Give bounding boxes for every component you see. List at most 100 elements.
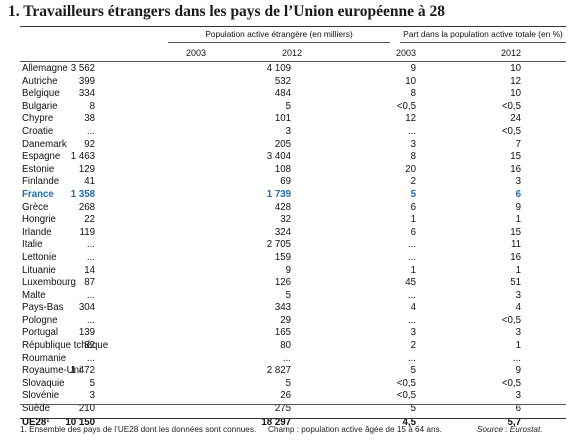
table-row: Croatie... 3... <0,5 bbox=[0, 126, 583, 139]
cell-pop-2012: 5 bbox=[285, 100, 291, 112]
year-header-share-2012: 2012 bbox=[500, 48, 522, 58]
cell-pop-2012: 159 bbox=[274, 251, 291, 263]
row-country: Hongrie bbox=[22, 214, 56, 226]
cell-share-2012: 3 bbox=[515, 390, 521, 402]
cell-share-2012: ... bbox=[512, 352, 521, 364]
cell-share-2012: 7 bbox=[515, 138, 521, 150]
header-group-population-underline bbox=[168, 42, 390, 43]
table-row: Irlande 119 324 6 15 bbox=[0, 227, 583, 240]
header-group-share-underline bbox=[400, 42, 566, 43]
table-row: Royaume-Uni 1 472 2 827 5 9 bbox=[0, 365, 583, 378]
cell-pop-2012: 205 bbox=[274, 138, 291, 150]
table-row: Belgique 334 484 8 10 bbox=[0, 88, 583, 101]
cell-pop-2012: 80 bbox=[280, 340, 291, 352]
row-country: Lituanie bbox=[22, 264, 56, 276]
table-row: Pologne... 29... <0,5 bbox=[0, 315, 583, 328]
cell-share-2003: 10 bbox=[405, 75, 416, 87]
cell-share-2012: <0,5 bbox=[501, 100, 521, 112]
row-country: France bbox=[22, 188, 54, 200]
cell-share-2003: 8 bbox=[410, 88, 416, 100]
cell-share-2012: 1 bbox=[515, 264, 521, 276]
row-country: Royaume-Uni bbox=[22, 365, 82, 377]
cell-pop-2012: 32 bbox=[280, 214, 291, 226]
footnote-1: 1. Ensemble des pays de l’UE28 dont les … bbox=[20, 425, 257, 434]
footnote-source: Source : Eurostat. bbox=[477, 425, 543, 434]
cell-share-2012: 12 bbox=[510, 75, 521, 87]
cell-pop-2003: 22 bbox=[84, 214, 95, 226]
table-row: Chypre 38 101 12 24 bbox=[0, 113, 583, 126]
cell-share-2003: ... bbox=[407, 289, 416, 301]
cell-share-2003: 3 bbox=[410, 138, 416, 150]
table-row: Bulgarie 8 5 <0,5 <0,5 bbox=[0, 101, 583, 114]
cell-pop-2012: 5 bbox=[285, 377, 291, 389]
cell-pop-2003: 1 463 bbox=[70, 151, 95, 163]
cell-pop-2012: 126 bbox=[274, 277, 291, 289]
cell-share-2003: 1 bbox=[410, 214, 416, 226]
cell-share-2003: 5 bbox=[410, 365, 416, 377]
cell-pop-2012: 165 bbox=[274, 327, 291, 339]
cell-pop-2003: ... bbox=[86, 251, 95, 263]
cell-pop-2012: 18 297 bbox=[261, 416, 291, 428]
row-country: Irlande bbox=[22, 226, 52, 238]
row-country: Croatie bbox=[22, 125, 54, 137]
top-rule bbox=[20, 26, 566, 27]
bottom-rule bbox=[20, 418, 566, 419]
cell-pop-2003: 10 150 bbox=[65, 416, 95, 428]
table-row: France 1 358 1 739 5 6 bbox=[0, 189, 583, 202]
row-country: Autriche bbox=[22, 75, 58, 87]
cell-pop-2012: 2 705 bbox=[266, 239, 291, 251]
table-title: 1. Travailleurs étrangers dans les pays … bbox=[8, 3, 446, 20]
cell-share-2012: 16 bbox=[510, 163, 521, 175]
row-country: Slovaquie bbox=[22, 377, 65, 389]
cell-pop-2003: ... bbox=[86, 289, 95, 301]
cell-share-2003: 3 bbox=[410, 327, 416, 339]
cell-pop-2003: 5 bbox=[89, 377, 95, 389]
cell-pop-2003: 3 562 bbox=[70, 63, 95, 74]
cell-share-2012: 4 bbox=[515, 302, 521, 314]
row-country: Luxembourg bbox=[22, 277, 76, 289]
table-row: Portugal 139 165 3 3 bbox=[0, 327, 583, 340]
row-country: République tchèque bbox=[22, 340, 109, 352]
row-country: Finlande bbox=[22, 176, 60, 188]
cell-share-2003: 4 bbox=[410, 302, 416, 314]
row-country: Bulgarie bbox=[22, 100, 58, 112]
cell-pop-2003: ... bbox=[86, 125, 95, 137]
cell-share-2003: ... bbox=[407, 251, 416, 263]
table-row: Pays-Bas 304 343 4 4 bbox=[0, 302, 583, 315]
cell-share-2012: <0,5 bbox=[501, 377, 521, 389]
cell-pop-2003: 139 bbox=[78, 327, 95, 339]
table-row: Danemark 92 205 3 7 bbox=[0, 139, 583, 152]
cell-share-2003: 4,5 bbox=[402, 416, 416, 428]
cell-pop-2003: 119 bbox=[79, 226, 95, 238]
row-country: Belgique bbox=[22, 88, 60, 100]
cell-share-2012: 15 bbox=[510, 151, 521, 163]
table-row: Lituanie 14 9 1 1 bbox=[0, 265, 583, 278]
cell-share-2003: ... bbox=[407, 125, 416, 137]
cell-pop-2012: 275 bbox=[274, 403, 291, 415]
table-row: Luxembourg 87 126 45 51 bbox=[0, 277, 583, 290]
cell-pop-2003: 3 bbox=[89, 390, 95, 402]
cell-share-2003: ... bbox=[407, 314, 416, 326]
cell-share-2003: ... bbox=[407, 352, 416, 364]
cell-share-2012: 5,7 bbox=[507, 416, 521, 428]
row-country: Chypre bbox=[22, 113, 54, 125]
cell-share-2012: 24 bbox=[510, 113, 521, 125]
cell-pop-2003: 14 bbox=[84, 264, 95, 276]
cell-share-2012: 6 bbox=[515, 188, 521, 200]
table-row: Allemagne 3 562 4 109 9 10 bbox=[0, 63, 583, 76]
row-country: Portugal bbox=[22, 327, 59, 339]
header-rule bbox=[20, 61, 566, 62]
table-row: Lettonie... 159... 16 bbox=[0, 252, 583, 265]
cell-pop-2012: 5 bbox=[285, 289, 291, 301]
cell-pop-2003: 210 bbox=[78, 403, 95, 415]
cell-pop-2012: 2 827 bbox=[266, 365, 291, 377]
cell-pop-2003: ... bbox=[86, 314, 95, 326]
row-country: Slovénie bbox=[22, 390, 60, 402]
row-country: Pays-Bas bbox=[22, 302, 64, 314]
header-group-share: Part dans la population active totale (e… bbox=[403, 29, 563, 39]
cell-share-2003: 1 bbox=[410, 264, 416, 276]
cell-pop-2012: 29 bbox=[280, 314, 291, 326]
table-row: Italie... 2 705... 11 bbox=[0, 239, 583, 252]
cell-share-2003: 8 bbox=[410, 151, 416, 163]
source-text: Source : Eurostat. bbox=[477, 425, 543, 434]
